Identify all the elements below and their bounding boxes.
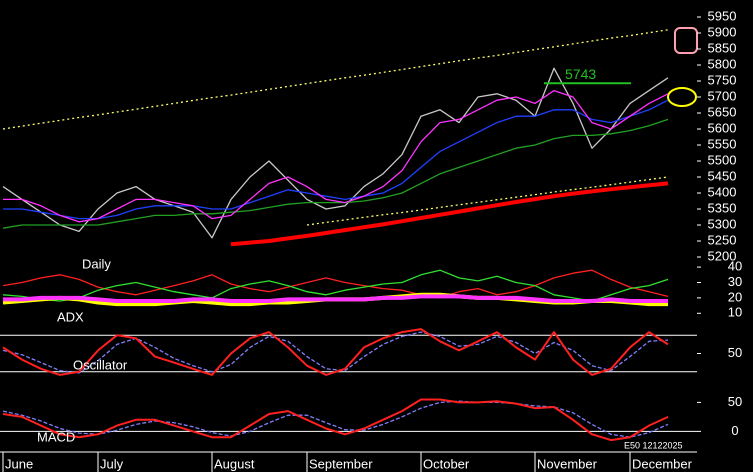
panel-label: ADX (57, 309, 84, 324)
series-line (2, 29, 669, 130)
series-line (306, 176, 669, 226)
y-tick-label: 5300 (708, 216, 737, 231)
x-tick-label: July (100, 456, 124, 471)
y-tick-label: 40 (728, 259, 742, 274)
y-tick-label: 5400 (708, 184, 737, 199)
y-tick-label: 5350 (708, 200, 737, 215)
series-line (2, 328, 669, 376)
series-line (2, 67, 669, 239)
x-tick-label: September (309, 456, 373, 471)
y-tick-label: 5950 (708, 8, 737, 23)
x-tick-label: December (632, 456, 693, 471)
y-tick-label: 10 (728, 305, 742, 320)
y-tick-label: 5600 (708, 120, 737, 135)
x-tick-label: June (5, 456, 33, 471)
y-tick-label: 5650 (708, 104, 737, 119)
footer: E50 12122025 (624, 440, 683, 450)
x-tick-label: October (423, 456, 470, 471)
y-tick-label: 30 (728, 274, 742, 289)
y-tick-label: 5900 (708, 24, 737, 39)
y-tick-label: 5700 (708, 88, 737, 103)
y-tick-label: 5750 (708, 72, 737, 87)
series-line (2, 398, 669, 442)
y-tick-label: 50 (728, 394, 742, 409)
y-tick-label: 20 (728, 289, 742, 304)
series-line (3, 89, 669, 223)
highlight-ellipse (667, 87, 697, 107)
series-line (230, 181, 669, 247)
y-tick-label: 5500 (708, 152, 737, 167)
y-tick-label: 0 (731, 423, 738, 438)
panel-label: MACD (37, 429, 75, 444)
panel-label: Oscillator (73, 357, 128, 372)
x-tick-label: August (214, 456, 255, 471)
y-tick-label: 5850 (708, 40, 737, 55)
y-tick-label: 5800 (708, 56, 737, 71)
x-tick-label: November (537, 456, 598, 471)
series-line (2, 269, 669, 302)
series-line (2, 269, 669, 299)
series-line (3, 99, 669, 220)
highlight-box (674, 27, 698, 54)
y-tick-label: 5200 (708, 248, 737, 263)
series-line (3, 294, 668, 303)
y-tick-label: 5250 (708, 232, 737, 247)
level-label: 5743 (565, 66, 596, 82)
y-tick-label: 5450 (708, 168, 737, 183)
series-line (2, 331, 669, 374)
panel-label: Daily (82, 256, 111, 271)
y-tick-label: 5550 (708, 136, 737, 151)
y-tick-label: 50 (728, 345, 742, 360)
series-line (2, 118, 669, 229)
